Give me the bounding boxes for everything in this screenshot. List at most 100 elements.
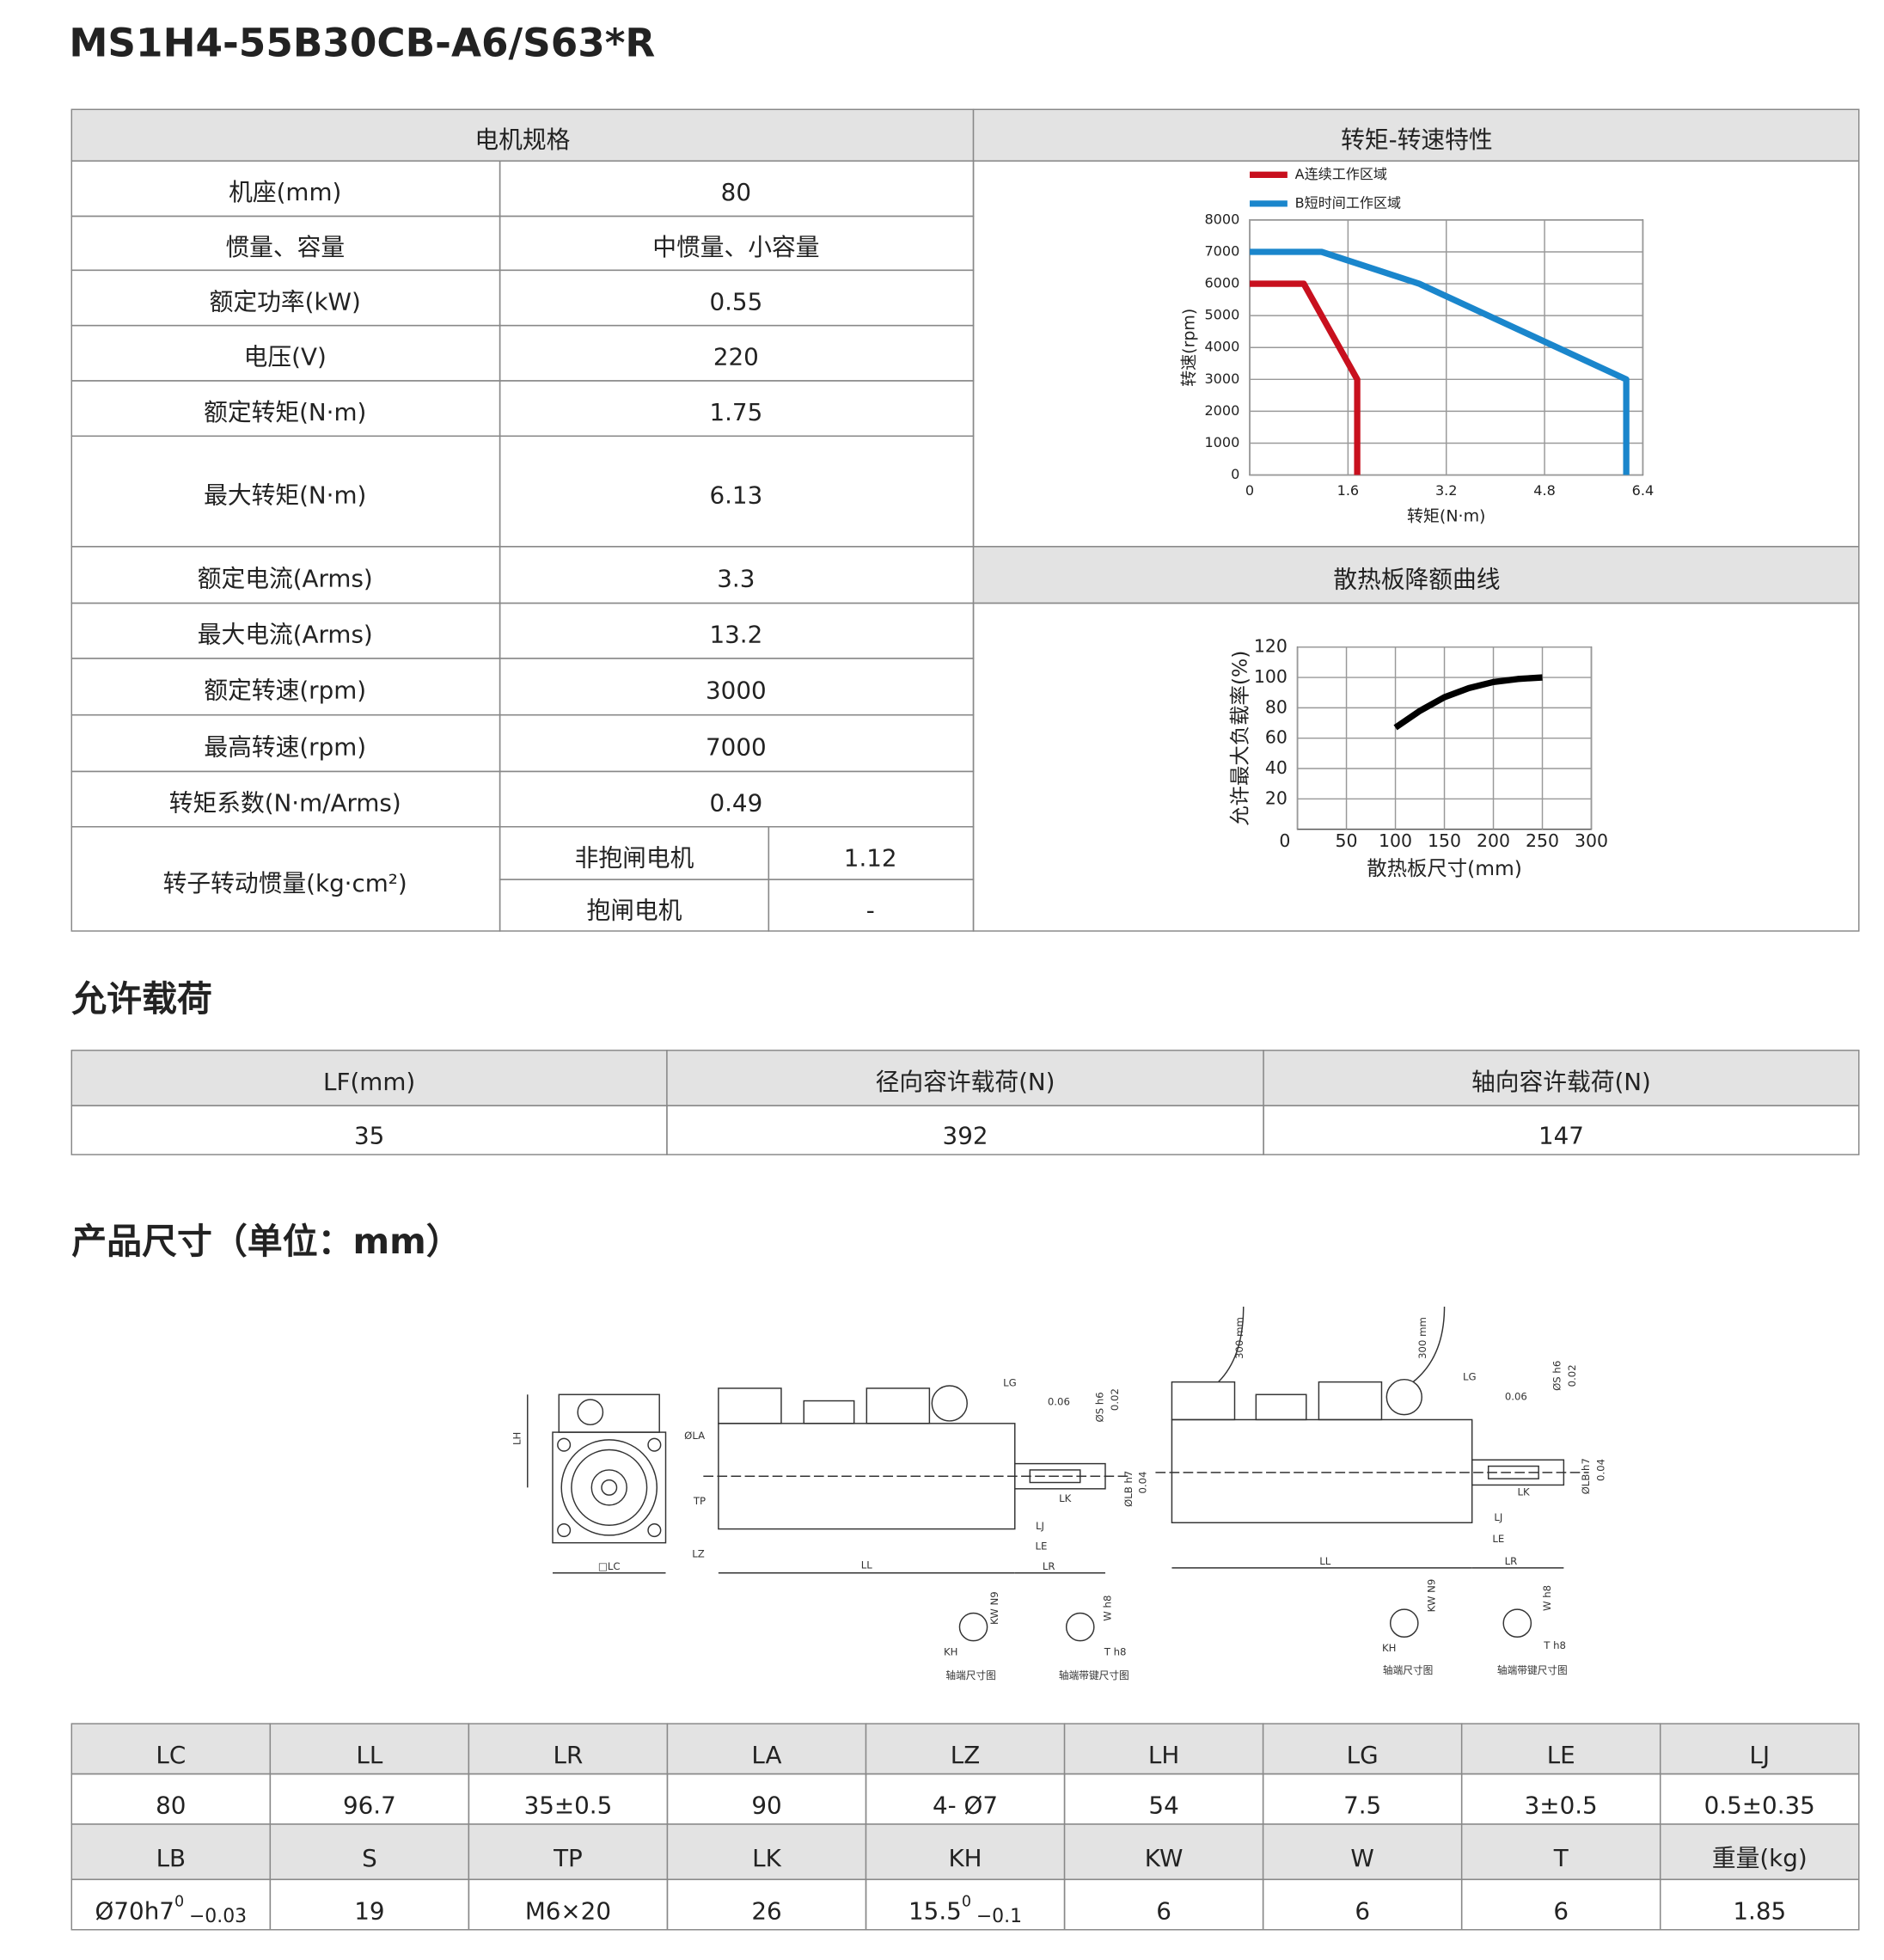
spec-label: 非抱闸电机: [575, 844, 694, 873]
dimension-label: 0.02: [1566, 1364, 1578, 1387]
dimension-label: 轴端带键尺寸图: [1059, 1669, 1129, 1681]
table-value: 7.5: [1343, 1792, 1381, 1820]
y-tick-label: 7000: [1204, 242, 1239, 259]
dimension-label: ØS h6: [1094, 1392, 1106, 1422]
y-tick-label: 8000: [1204, 211, 1239, 227]
table-value: 3±0.5: [1525, 1792, 1598, 1820]
table-value: 54: [1148, 1792, 1178, 1820]
motor-drawing: [527, 1306, 1589, 1642]
spec-value: 0.49: [709, 788, 762, 817]
dimension-label: KH: [1382, 1642, 1396, 1654]
table-header: 重量(kg): [1712, 1844, 1808, 1872]
spec-value: 13.2: [709, 621, 762, 649]
header-cell: [269, 1723, 470, 1775]
table-header: LC: [156, 1741, 186, 1769]
y-axis-label: 允许最大负载率(%): [1227, 651, 1251, 826]
table-value: 0.5±0.35: [1704, 1792, 1815, 1820]
table-value: 80: [156, 1792, 186, 1820]
dimension-label: T h8: [1543, 1639, 1566, 1651]
dimension-label: 轴端尺寸图: [945, 1669, 995, 1681]
dimension-label: LK: [1518, 1486, 1531, 1498]
header-cell: [1063, 1823, 1264, 1881]
table-header: LJ: [1749, 1741, 1770, 1769]
spec-label: 额定电流(Arms): [198, 565, 373, 593]
dimension-label: 0.04: [1136, 1472, 1148, 1494]
header-cell: [972, 108, 1860, 162]
tolerance-upper: 0: [962, 1894, 971, 1911]
spec-value: -: [866, 896, 875, 924]
section-title: 产品尺寸（单位：mm）: [71, 1221, 461, 1262]
spec-label: 最大转矩(N·m): [204, 481, 366, 509]
table-header: LL: [356, 1741, 382, 1769]
y-tick-label: 2000: [1204, 402, 1239, 419]
header-cell: [1460, 1723, 1661, 1775]
y-tick-label: 20: [1265, 787, 1288, 808]
series-line: [1250, 280, 1361, 475]
x-tick-label: 300: [1575, 830, 1608, 851]
dimension-label: LJ: [1036, 1520, 1044, 1532]
x-tick-label: 3.2: [1435, 482, 1458, 499]
dimension-label: 轴端尺寸图: [1383, 1664, 1433, 1676]
dimension-label: 0.06: [1505, 1391, 1527, 1403]
header-cell: [70, 1050, 668, 1106]
table-value: 90: [751, 1792, 781, 1820]
table-value: 6: [1553, 1896, 1569, 1925]
table-cell: [1263, 1105, 1860, 1155]
y-tick-label: 120: [1254, 636, 1288, 657]
table-header: T: [1553, 1844, 1569, 1872]
dimension-label: LZ: [692, 1547, 705, 1559]
dimension-label: T h8: [1104, 1645, 1127, 1657]
y-tick-label: 40: [1265, 757, 1288, 778]
table-header: LR: [554, 1741, 584, 1769]
dimension-label: LE: [1035, 1540, 1047, 1553]
dimension-label: 0.04: [1595, 1459, 1607, 1481]
tolerance-lower: −0.1: [976, 1906, 1022, 1927]
table-header: 径向容许载荷(N): [876, 1068, 1055, 1096]
tolerance-lower: −0.03: [189, 1906, 247, 1927]
x-tick-label: 6.4: [1632, 482, 1655, 499]
header-cell: [269, 1823, 470, 1881]
table-value: 96.7: [343, 1792, 396, 1820]
x-tick-label: 4.8: [1533, 482, 1556, 499]
series-line: [1250, 248, 1630, 475]
dimension-label: LL: [1319, 1555, 1331, 1567]
header-cell: [1063, 1723, 1264, 1775]
spec-value: 0.55: [709, 287, 762, 315]
dimension-label: LK: [1059, 1492, 1072, 1504]
table-header: LZ: [951, 1741, 980, 1769]
table-value: 147: [1538, 1122, 1584, 1150]
spec-value: 80: [721, 178, 751, 206]
legend-label: B短时间工作区域: [1295, 194, 1401, 211]
dimension-label: LE: [1492, 1533, 1504, 1545]
table-header: 电机规格: [474, 126, 570, 154]
y-tick-label: 100: [1254, 666, 1288, 687]
header-cell: [70, 108, 975, 162]
x-tick-label: 250: [1526, 830, 1559, 851]
spec-label: 额定转速(rpm): [204, 677, 366, 705]
y-tick-label: 0: [1231, 466, 1239, 482]
dimension-label: 轴端带键尺寸图: [1497, 1664, 1568, 1676]
header-cell: [1659, 1823, 1860, 1881]
table-header: W: [1350, 1844, 1373, 1872]
spec-label: 转子转动惯量(kg·cm²): [163, 869, 407, 897]
x-axis-label: 转矩(N·m): [1407, 506, 1486, 525]
table-header: LF(mm): [323, 1068, 415, 1096]
table-header: 轴向容许载荷(N): [1471, 1068, 1651, 1096]
spec-label: 最大电流(Arms): [198, 621, 373, 649]
tolerance-upper: 0: [174, 1894, 184, 1911]
spec-value: 1.75: [709, 398, 762, 426]
spec-value: 6.13: [709, 481, 762, 509]
x-tick-label: 150: [1428, 830, 1461, 851]
spec-label: 额定功率(kW): [210, 287, 361, 315]
series-line: [1393, 674, 1543, 731]
spec-value: 3.3: [717, 565, 755, 593]
page-title: MS1H4-55B30CB-A6/S63*R: [69, 20, 655, 65]
y-tick-label: 80: [1265, 696, 1288, 717]
spec-label: 机座(mm): [229, 178, 341, 206]
table-value: M6×20: [525, 1896, 611, 1925]
table-value: 392: [943, 1122, 988, 1150]
y-tick-label: 5000: [1204, 307, 1239, 323]
spec-label: 最高转速(rpm): [204, 732, 366, 761]
dimension-label: ØLA: [684, 1430, 705, 1442]
dimension-label: LR: [1043, 1560, 1055, 1572]
